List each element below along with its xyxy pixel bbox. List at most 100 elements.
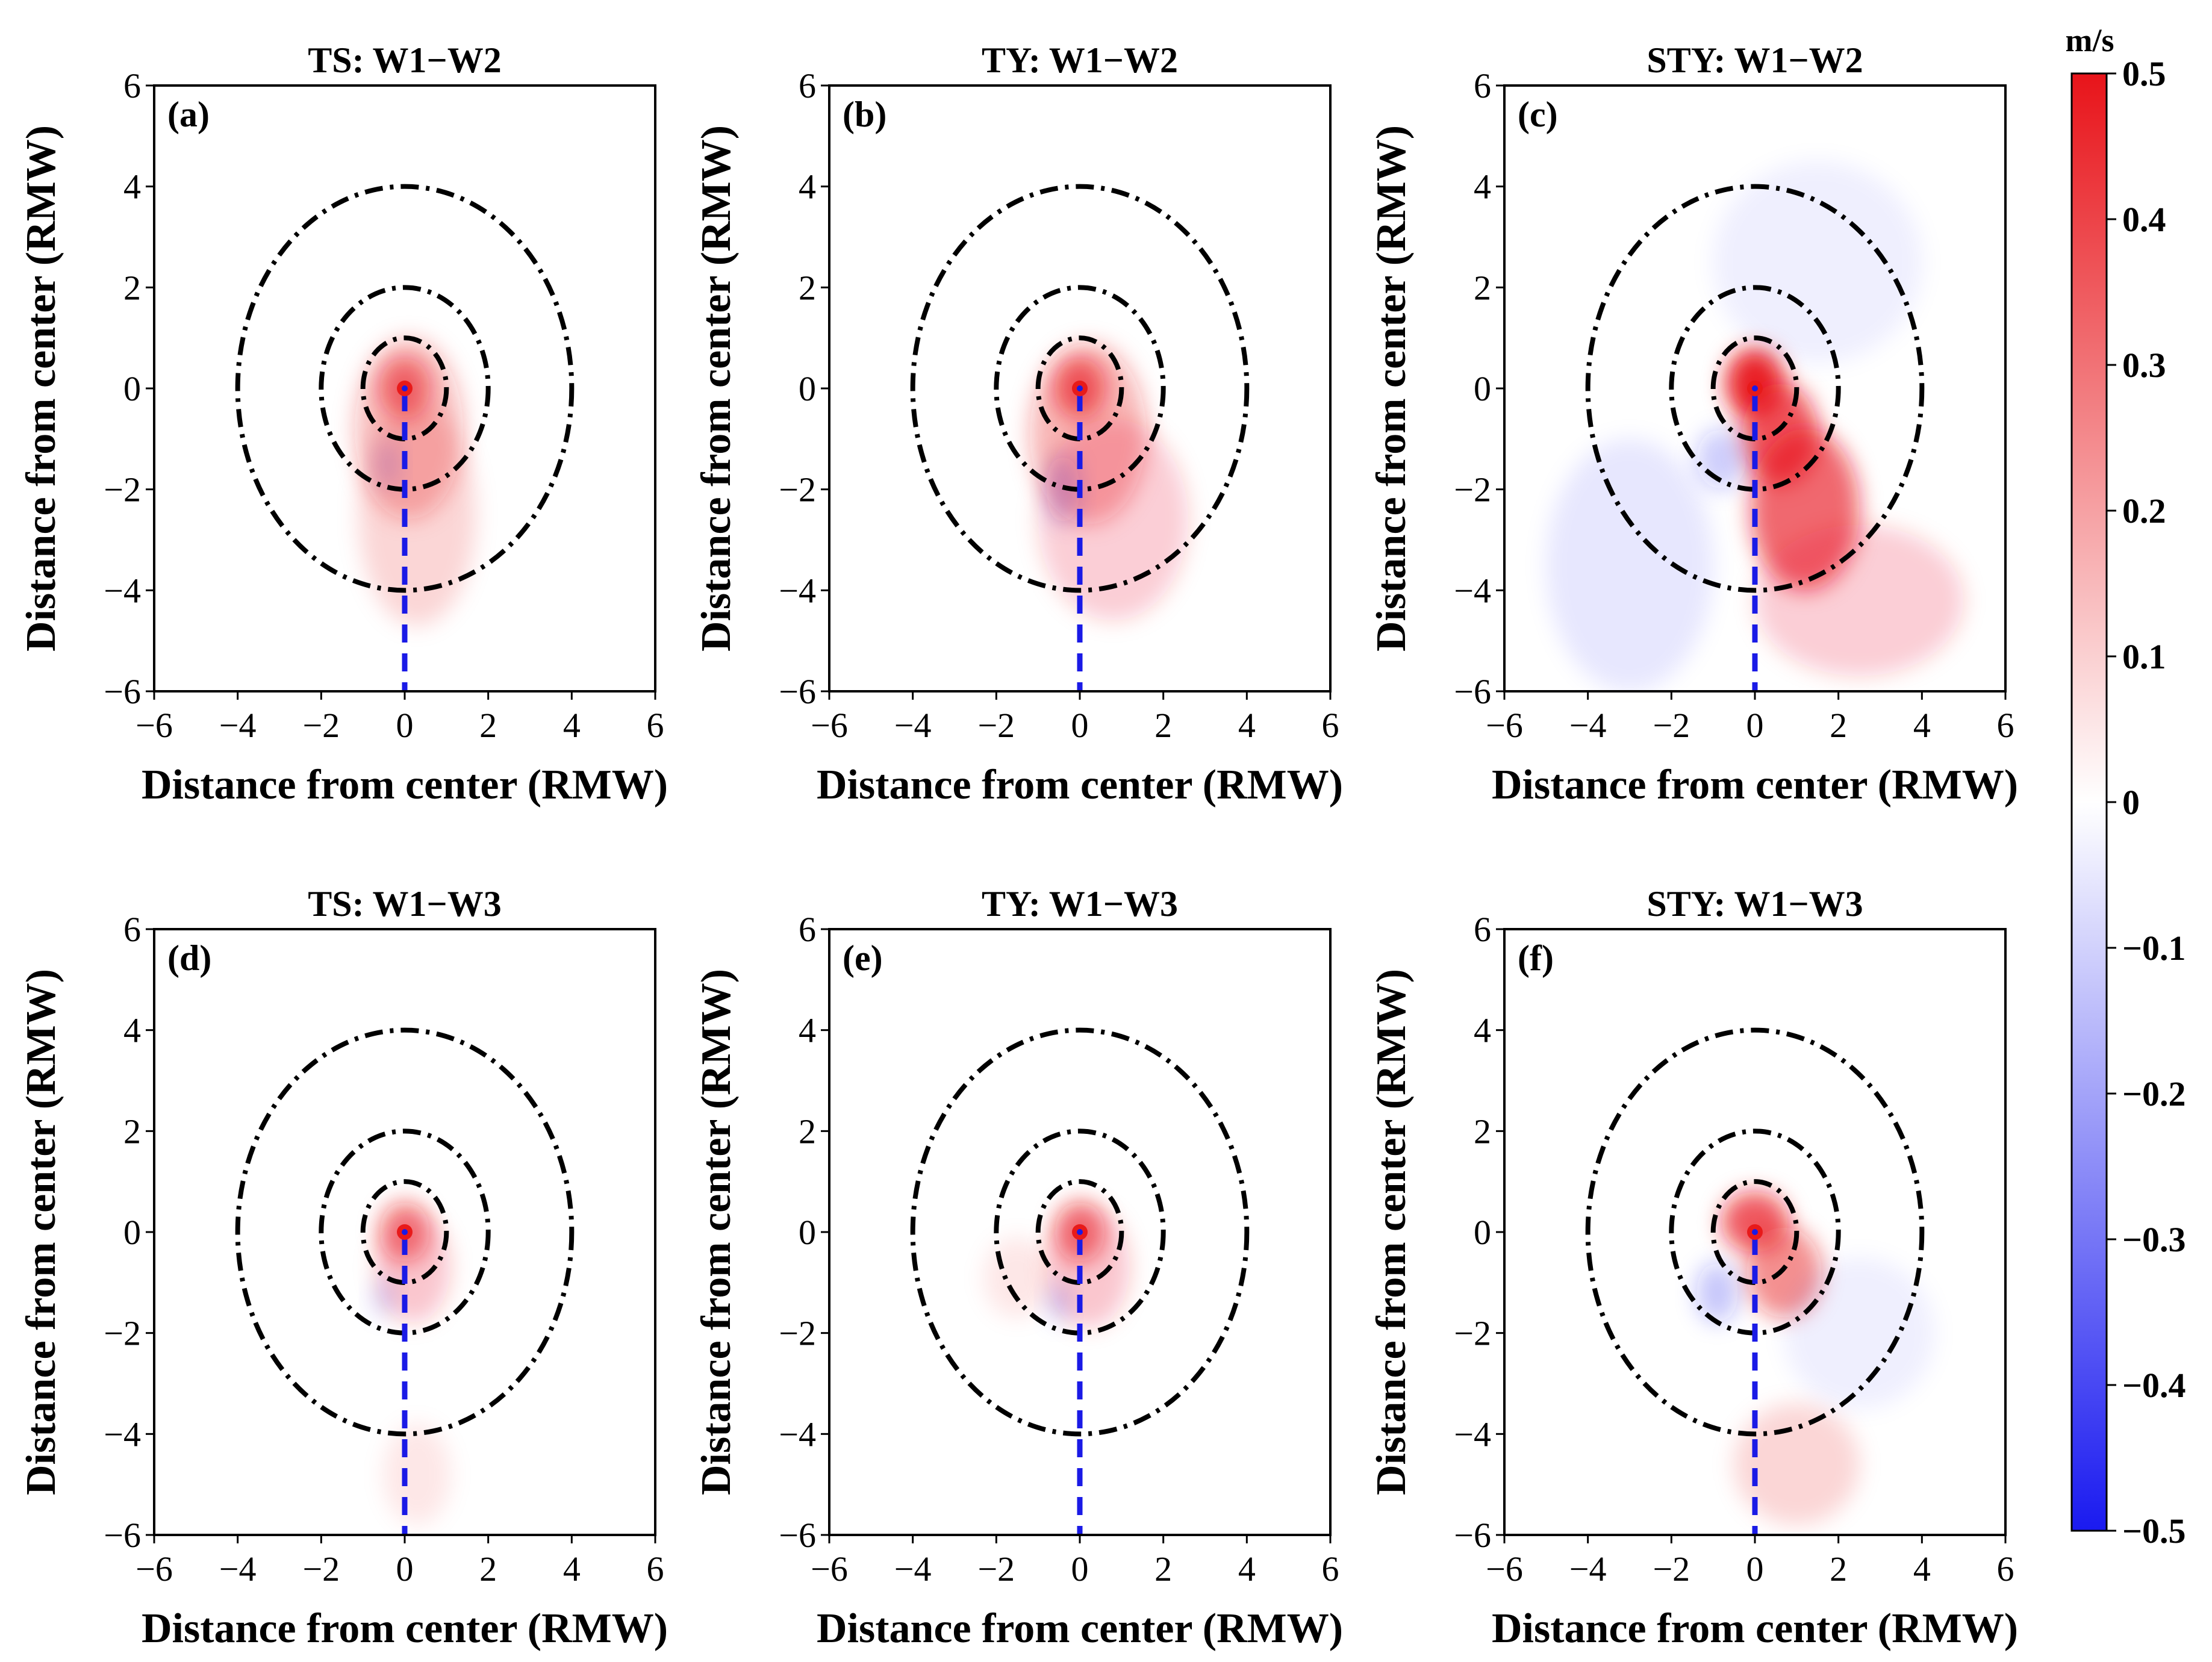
colorbar-tick-label: −0.2 bbox=[2122, 1074, 2186, 1113]
colorbar-gradient bbox=[2070, 72, 2108, 1532]
colorbar-tick-label: −0.3 bbox=[2122, 1220, 2186, 1259]
center-dot bbox=[402, 1229, 408, 1235]
anomaly-2 bbox=[358, 403, 476, 626]
x-tick-label: 4 bbox=[1913, 1549, 1931, 1589]
panel-label: (b) bbox=[843, 95, 886, 134]
panel-title: TS: W1−W3 bbox=[308, 884, 501, 924]
x-tick-label: 2 bbox=[1830, 1549, 1847, 1589]
y-tick-label: 2 bbox=[799, 268, 816, 307]
y-axis-label: Distance from center (RMW) bbox=[693, 125, 740, 652]
heatmap-field bbox=[1696, 1191, 1935, 1525]
x-tick-label: −2 bbox=[977, 706, 1015, 745]
y-tick-label: −2 bbox=[779, 470, 816, 509]
x-tick-label: 2 bbox=[479, 706, 497, 745]
panel-title: STY: W1−W2 bbox=[1647, 40, 1863, 80]
y-axis-label: Distance from center (RMW) bbox=[1368, 125, 1415, 652]
x-tick-label: 0 bbox=[1071, 1549, 1089, 1589]
y-tick-label: −2 bbox=[1454, 1314, 1491, 1353]
panel-title: TS: W1−W2 bbox=[308, 40, 501, 80]
colorbar-unit: m/s bbox=[2066, 22, 2114, 58]
colorbar-tick-label: −0.4 bbox=[2122, 1366, 2186, 1405]
y-tick-label: −6 bbox=[104, 672, 141, 711]
y-axis-label: Distance from center (RMW) bbox=[1368, 969, 1415, 1495]
y-tick-label: −6 bbox=[779, 672, 816, 711]
y-tick-label: −6 bbox=[104, 1516, 141, 1555]
heatmap-field bbox=[983, 1201, 1130, 1328]
colorbar-tick-label: 0.2 bbox=[2122, 491, 2166, 531]
y-tick-label: 2 bbox=[1474, 268, 1491, 307]
y-tick-label: −4 bbox=[1454, 1415, 1491, 1454]
x-tick-label: 4 bbox=[1238, 706, 1256, 745]
colorbar-ticks: 0.5 0.4 0.3 0.2 0.1 0 −0.1 −0.2 −0.3 −0.4 −0.5 bbox=[2107, 54, 2186, 1551]
x-tick-label: 0 bbox=[1746, 1549, 1764, 1589]
y-tick-label: 0 bbox=[123, 1213, 141, 1252]
x-tick-label: −4 bbox=[1569, 1549, 1607, 1589]
heatmap-field bbox=[1029, 343, 1189, 621]
x-tick-label: 4 bbox=[563, 1549, 581, 1589]
y-axis-label: Distance from center (RMW) bbox=[18, 125, 64, 652]
y-tick-label: −2 bbox=[104, 470, 141, 509]
heatmap-field bbox=[371, 1201, 451, 1525]
anomaly-4 bbox=[1784, 1257, 1935, 1409]
x-tick-label: 2 bbox=[1830, 706, 1847, 745]
y-tick-label: −4 bbox=[104, 1415, 141, 1454]
y-tick-label: 2 bbox=[1474, 1112, 1491, 1151]
x-axis-label: Distance from center (RMW) bbox=[817, 762, 1343, 808]
x-tick-label: −4 bbox=[894, 706, 932, 745]
center-dot bbox=[1752, 1229, 1758, 1235]
anomaly-3 bbox=[1696, 1262, 1739, 1323]
x-tick-label: −2 bbox=[302, 706, 340, 745]
panel-label: (c) bbox=[1518, 95, 1558, 134]
anomaly-3 bbox=[1755, 524, 1964, 676]
y-tick-label: 4 bbox=[123, 167, 141, 207]
y-axis-label: Distance from center (RMW) bbox=[18, 969, 64, 1495]
x-tick-label: −6 bbox=[136, 1549, 173, 1589]
x-axis-label: Distance from center (RMW) bbox=[142, 1605, 668, 1652]
anomaly-3 bbox=[375, 438, 401, 490]
colorbar-tick-label: −0.1 bbox=[2122, 929, 2186, 968]
x-tick-label: −6 bbox=[811, 1549, 848, 1589]
y-tick-label: 4 bbox=[1474, 1011, 1491, 1050]
y-tick-label: 6 bbox=[123, 910, 141, 949]
y-tick-label: −4 bbox=[779, 1415, 816, 1454]
x-tick-label: 4 bbox=[563, 706, 581, 745]
ring-4rmw bbox=[235, 184, 575, 593]
y-tick-label: 6 bbox=[123, 66, 141, 105]
x-tick-label: −2 bbox=[977, 1549, 1015, 1589]
panel-title: TY: W1−W3 bbox=[982, 884, 1178, 924]
x-tick-label: 0 bbox=[396, 706, 414, 745]
x-tick-label: 2 bbox=[479, 1549, 497, 1589]
panel-5: −6 −4 −2 0 2 4 6 −6 −4 −2 0 2 4 6 STY: W1−W3 (f) Distanc… bbox=[1368, 884, 2018, 1652]
x-tick-label: 2 bbox=[1154, 1549, 1172, 1589]
anomaly-4 bbox=[1696, 429, 1747, 490]
y-tick-label: 4 bbox=[799, 167, 816, 207]
y-tick-label: −2 bbox=[779, 1314, 816, 1353]
y-tick-label: 6 bbox=[799, 910, 816, 949]
colorbar-tick-label: 0.1 bbox=[2122, 637, 2166, 676]
anomaly-3 bbox=[1046, 1282, 1072, 1323]
x-tick-label: 0 bbox=[1746, 706, 1764, 745]
panel-3: −6 −4 −2 0 2 4 6 −6 −4 −2 0 2 4 6 TS: W1−W3 (d) Distance… bbox=[18, 884, 668, 1652]
y-tick-label: 6 bbox=[1474, 910, 1491, 949]
x-tick-label: 6 bbox=[1997, 706, 2014, 745]
panel-2: −6 −4 −2 0 2 4 6 −6 −4 −2 0 2 4 6 STY: W1−W2 (c) Distanc… bbox=[1368, 40, 2018, 808]
x-tick-label: 4 bbox=[1913, 706, 1931, 745]
panel-title: TY: W1−W2 bbox=[982, 40, 1178, 80]
center-dot bbox=[1077, 385, 1083, 391]
y-tick-label: 4 bbox=[123, 1011, 141, 1050]
x-tick-label: 0 bbox=[1071, 706, 1089, 745]
panel-label: (f) bbox=[1518, 938, 1554, 978]
anomaly-2 bbox=[983, 1237, 1051, 1318]
x-tick-label: −2 bbox=[1653, 706, 1690, 745]
y-tick-label: −4 bbox=[104, 571, 141, 610]
x-tick-label: −6 bbox=[1486, 706, 1523, 745]
x-tick-label: 6 bbox=[647, 1549, 664, 1589]
y-tick-label: 6 bbox=[799, 66, 816, 105]
colorbar-tick-label: 0.4 bbox=[2122, 200, 2166, 239]
center-dot bbox=[1077, 1229, 1083, 1235]
panel-label: (e) bbox=[843, 938, 883, 978]
x-tick-label: −2 bbox=[302, 1549, 340, 1589]
x-tick-label: −6 bbox=[136, 706, 173, 745]
colorbar-tick-label: 0.3 bbox=[2122, 346, 2166, 385]
